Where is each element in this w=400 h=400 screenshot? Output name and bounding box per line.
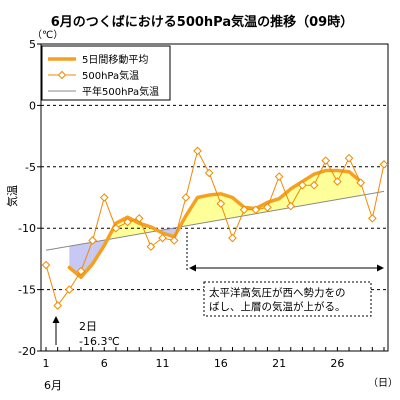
fill-above-normal: [209, 193, 221, 222]
series-500hpa-point: [41, 260, 51, 270]
series-500hpa-point: [158, 233, 167, 243]
y-tick-label: 0: [29, 99, 36, 112]
fill-above-normal: [197, 195, 210, 224]
series-500hpa-point: [181, 193, 191, 202]
series-500hpa-point: [286, 201, 296, 211]
annotation-pacific-high: 太平洋高気圧が西へ勢力をの ばし、上層の気温が上がる。: [186, 232, 384, 317]
annotation-minimum-value: -16.3℃: [79, 335, 120, 348]
fill-above-normal: [337, 170, 350, 200]
series-500hpa-point: [309, 180, 319, 190]
series-500hpa-point: [65, 285, 74, 294]
fill-below-normal: [80, 242, 93, 278]
x-tick-label: 26: [330, 357, 344, 370]
legend: 5日間移動平均 500hPa気温 平年500hPa気温: [41, 45, 171, 101]
legend-label-normal: 平年500hPa気温: [82, 85, 159, 98]
fill-above-normal: [232, 197, 245, 218]
fill-above-normal: [325, 170, 338, 202]
x-axis-unit: （日）: [368, 377, 398, 389]
fill-above-normal: [302, 174, 315, 206]
y-tick-label: -15: [18, 284, 36, 297]
series-500hpa-point: [146, 242, 156, 251]
series-500hpa-line: [45, 149, 385, 307]
series-lines: [45, 149, 385, 307]
series-500hpa-point: [356, 178, 365, 188]
series-500hpa-point: [344, 153, 354, 163]
chart-title: 6月のつくばにおける500hPa気温の推移（09時）: [51, 14, 353, 30]
annotation-period-arrowhead-right: [377, 264, 384, 272]
series-500hpa-point: [193, 146, 202, 156]
annotation-minimum-arrowhead: [52, 316, 60, 323]
y-tick-label: 5: [29, 38, 36, 51]
series-500hpa-point: [274, 172, 284, 181]
legend-label-moving-average: 5日間移動平均: [82, 53, 148, 66]
x-tick-label: 16: [214, 357, 228, 370]
series-points: [41, 146, 389, 310]
y-tick-label: -20: [18, 345, 36, 358]
series-500hpa-point: [263, 203, 272, 212]
series-500hpa-point: [298, 180, 307, 190]
series-500hpa-point: [88, 236, 97, 245]
series-500hpa-point: [228, 233, 237, 243]
fill-above-normal: [349, 171, 361, 198]
series-500hpa-point: [321, 156, 331, 165]
series-500hpa-point: [333, 177, 342, 186]
series-500hpa-point: [99, 193, 109, 202]
y-axis-unit: （℃）: [32, 29, 63, 41]
y-tick-label: -10: [18, 222, 36, 235]
series-500hpa-point: [53, 301, 62, 310]
series-500hpa-point: [379, 160, 389, 169]
plot-frame: [40, 43, 389, 352]
x-tick-label: 6: [101, 357, 108, 370]
annotation-minimum-day: 2日: [79, 320, 97, 333]
x-tick-label: 1: [43, 357, 50, 370]
series-500hpa-point: [169, 236, 179, 245]
axis-ticks: 50-5-10-15-201 6 11 16 21 26: [18, 38, 385, 370]
y-tick-label: -5: [25, 161, 36, 174]
annotation-text-line-2: ばし、上層の気温が上がる。: [209, 300, 346, 313]
series-500hpa-point: [204, 168, 214, 178]
series-500hpa-point: [251, 205, 261, 215]
annotation-text-box: [203, 281, 372, 317]
x-tick-label: 21: [272, 357, 286, 370]
series-500hpa-point: [134, 214, 144, 223]
fill-above-normal: [279, 188, 291, 210]
legend-label-500hpa: 500hPa気温: [82, 69, 139, 82]
x-tick-label: 11: [156, 357, 170, 370]
annotation-period-arrowhead-left: [189, 264, 196, 272]
series-500hpa-point: [368, 214, 377, 223]
month-label: 6月: [44, 379, 62, 392]
series-500hpa-point: [111, 223, 121, 233]
series-normal-line: [45, 190, 385, 251]
y-axis-label: 気温: [5, 185, 19, 207]
series-500hpa-point: [76, 266, 86, 276]
series-500hpa-point: [216, 199, 226, 208]
annotation-text-line-1: 太平洋高気圧が西へ勢力をの: [209, 286, 346, 299]
annotation-minimum: 2日 -16.3℃: [52, 316, 120, 348]
series-500hpa-point: [123, 217, 132, 227]
series-500hpa-point: [239, 205, 249, 215]
series-moving-average-line: [67, 168, 363, 280]
legend-marker-500hpa: [57, 70, 67, 80]
